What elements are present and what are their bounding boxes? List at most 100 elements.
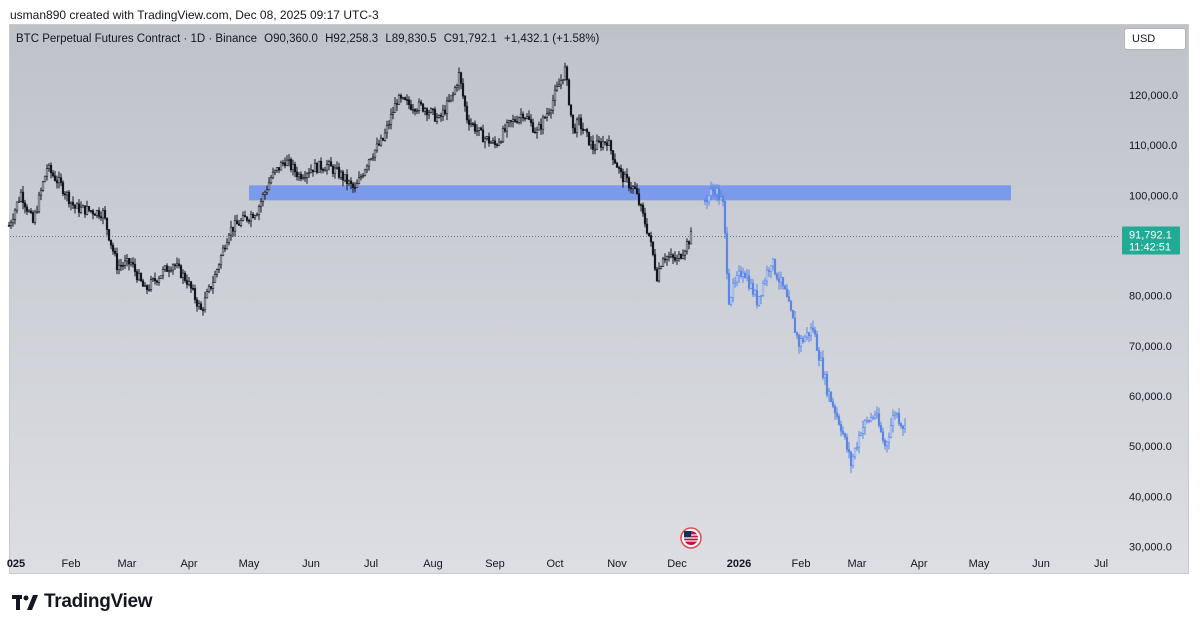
candle-body: [265, 189, 269, 193]
candle-body: [75, 203, 79, 209]
candle-body: [71, 201, 75, 206]
candle-body: [355, 183, 359, 188]
candle-body: [641, 204, 645, 214]
candle-body: [803, 336, 807, 342]
currency-button[interactable]: USD: [1124, 28, 1186, 50]
candle-body: [297, 173, 301, 178]
candle-body: [31, 212, 35, 223]
candle-body: [881, 431, 885, 441]
candle-body: [161, 269, 165, 276]
candle-body: [317, 160, 321, 173]
candle-body: [327, 161, 331, 165]
candle-body: [35, 211, 39, 214]
candle-body: [461, 83, 465, 97]
candle-body: [449, 95, 453, 101]
candle-body: [661, 258, 665, 267]
candle-body: [843, 433, 847, 438]
price-axis-label: 110,000.0: [1129, 140, 1177, 152]
candle-body: [577, 117, 581, 121]
candle-body: [713, 190, 717, 195]
candle-body: [131, 262, 135, 265]
candle-body: [499, 141, 503, 144]
low-value: L89,830.5: [385, 33, 437, 45]
candle-body: [279, 162, 283, 171]
candle-body: [257, 206, 261, 215]
candle-body: [295, 171, 299, 178]
candle-body: [19, 191, 23, 202]
candle-body: [597, 140, 601, 143]
candle-body: [505, 122, 509, 132]
candle-body: [451, 93, 455, 97]
candle-body: [359, 176, 363, 179]
candle-body: [447, 99, 451, 102]
candle-body: [13, 209, 17, 220]
candle-body: [213, 274, 217, 283]
candle-body: [625, 173, 629, 179]
candle-body: [773, 258, 777, 275]
candle-body: [169, 269, 173, 272]
candle-body: [175, 263, 179, 266]
candle-body: [515, 121, 519, 123]
candle-body: [719, 197, 723, 201]
candle-body: [601, 141, 605, 148]
time-axis-label: Dec: [667, 558, 687, 570]
candle-body: [79, 206, 83, 213]
candle-body: [203, 297, 207, 310]
candle-body: [753, 290, 757, 295]
candle-body: [791, 310, 795, 319]
price-tag: [1122, 226, 1180, 255]
candle-body: [193, 288, 197, 300]
candle-body: [533, 131, 537, 134]
candle-body: [441, 109, 445, 117]
candle-body: [39, 189, 43, 196]
candle-body: [437, 115, 441, 118]
candle-body: [233, 220, 237, 232]
candle-body: [581, 128, 585, 131]
candle-body: [43, 175, 47, 183]
candle-body: [81, 205, 85, 208]
candle-body: [589, 140, 593, 146]
candle-body: [619, 167, 623, 173]
candle-body: [231, 226, 235, 232]
candle-body: [703, 200, 707, 202]
candle-body: [771, 258, 775, 267]
candle-body: [659, 266, 663, 269]
candle-body: [251, 214, 255, 219]
candle-body: [543, 116, 547, 119]
candle-body: [395, 103, 399, 105]
candle-body: [471, 123, 475, 125]
candle-body: [815, 334, 819, 351]
candle-body: [85, 206, 89, 215]
candle-body: [347, 180, 351, 185]
candle-body: [737, 270, 741, 276]
candle-body: [399, 95, 403, 99]
candle-body: [159, 275, 163, 279]
candle-body: [811, 327, 815, 331]
candle-body: [783, 285, 787, 290]
candle-body: [429, 108, 433, 114]
candle-body: [137, 273, 141, 281]
candle-body: [105, 217, 109, 230]
candle-body: [119, 264, 123, 267]
candle-body: [353, 187, 357, 189]
candle-body: [781, 277, 785, 287]
candle-body: [17, 200, 21, 203]
candle-body: [413, 109, 417, 112]
candle-body: [837, 416, 841, 425]
candle-body: [777, 278, 781, 283]
candle-body: [221, 247, 225, 256]
candle-body: [749, 282, 753, 289]
candle-body: [197, 303, 201, 307]
candle-body: [439, 115, 443, 117]
candle-body: [549, 110, 553, 114]
candle-body: [57, 177, 61, 184]
candle-body: [723, 201, 727, 234]
candle-body: [91, 210, 95, 215]
candle-body: [635, 188, 639, 195]
candle-body: [123, 260, 127, 266]
candle-body: [729, 297, 733, 305]
candle-body: [477, 127, 481, 131]
candle-body: [11, 218, 15, 224]
candle-body: [247, 220, 251, 222]
candle-body: [819, 357, 823, 361]
